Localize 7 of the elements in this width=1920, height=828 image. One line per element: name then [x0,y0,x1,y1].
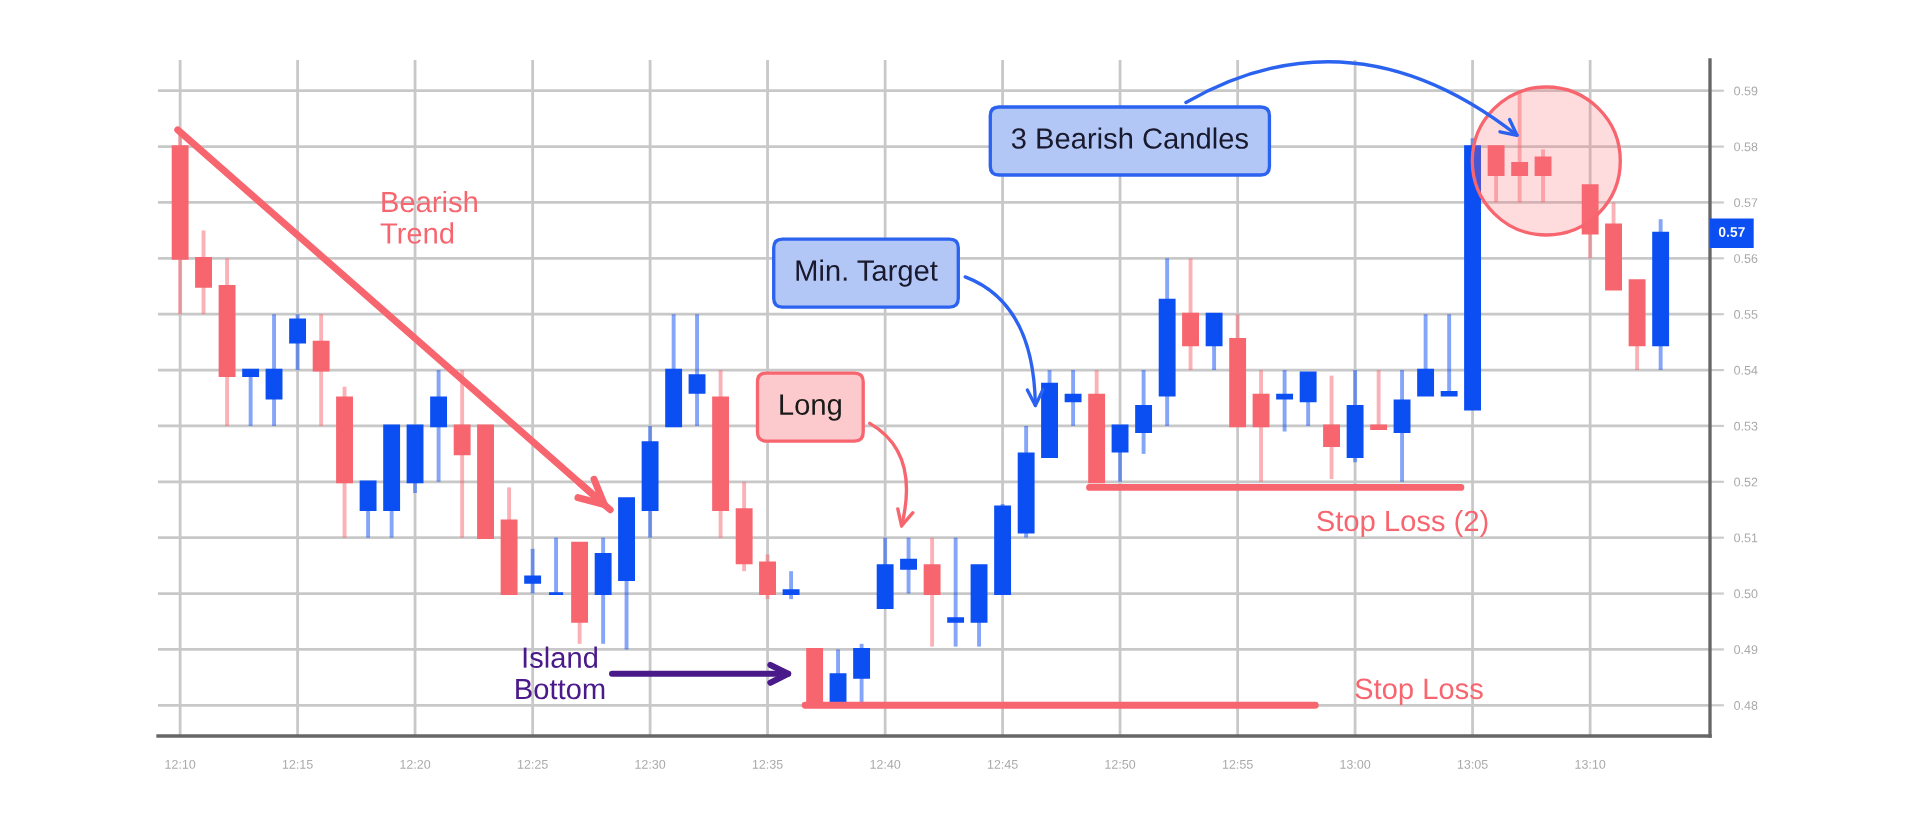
annotation: Min. Target [796,259,938,287]
annotation: Bearish Trend [380,190,477,244]
series-label: Stop Loss [1355,678,1483,705]
annotation: 3 Bearish Candles [1011,127,1248,149]
annotation: Long [780,394,841,421]
series-label: Stop Loss (2) [1317,509,1488,538]
annotation: Island Bottom [516,646,605,700]
